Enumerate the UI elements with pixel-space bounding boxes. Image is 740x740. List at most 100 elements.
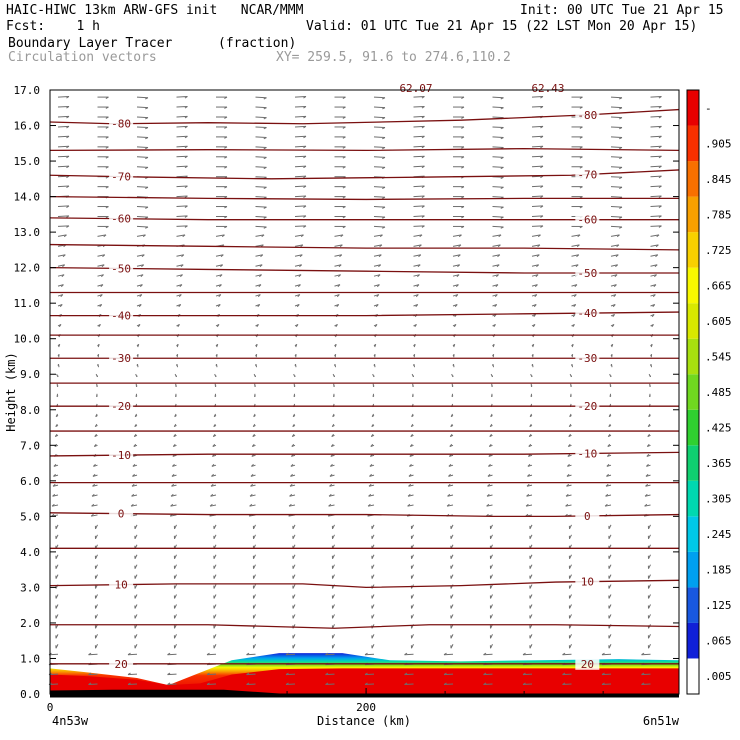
circulation-vector [489, 574, 493, 579]
vector-head [292, 413, 296, 417]
vector-head [224, 206, 228, 209]
vector-shaft [136, 206, 149, 208]
vector-head [461, 196, 465, 199]
colorbar-swatch [687, 90, 699, 126]
circulation-vector [97, 304, 103, 308]
vector-shaft [136, 225, 149, 228]
circulation-vector [641, 652, 651, 656]
vector-head [300, 234, 304, 238]
vector-head [410, 433, 413, 437]
circulation-vector [373, 156, 386, 160]
vector-head [246, 652, 250, 656]
vector-head [145, 216, 149, 219]
vector-head [493, 314, 497, 318]
circulation-vector [331, 524, 335, 530]
vector-head [379, 234, 383, 238]
vector-head [303, 145, 307, 149]
vector-head [206, 652, 210, 656]
vector-head [525, 503, 529, 507]
colorbar-frame [686, 89, 700, 695]
vector-shaft [373, 126, 386, 129]
vector-head [99, 304, 103, 308]
vector-head [415, 294, 419, 298]
circulation-vector [94, 423, 98, 428]
circulation-vector [292, 524, 296, 530]
circulation-vector [571, 264, 579, 268]
vector-head [180, 274, 183, 278]
vector-head [497, 254, 501, 258]
vector-head [376, 294, 380, 298]
circulation-vector [206, 652, 217, 656]
colorbar-swatch [687, 303, 699, 339]
vector-head [251, 443, 255, 447]
circulation-vector [92, 473, 98, 477]
circulation-vector [334, 284, 341, 288]
circulation-vector [53, 463, 59, 467]
vector-head [646, 443, 650, 447]
vector-head [417, 264, 421, 268]
vector-shaft [255, 264, 263, 267]
circulation-vector [486, 493, 493, 497]
circulation-vector [94, 433, 98, 438]
circulation-vector [331, 614, 335, 619]
vector-shaft [413, 145, 425, 148]
vector-shaft [294, 165, 307, 168]
circulation-vector [328, 493, 335, 497]
vector-shaft [215, 264, 223, 267]
vector-head [497, 244, 501, 248]
contour-label-bg [109, 117, 134, 130]
vector-head [646, 453, 650, 457]
circulation-vector [252, 574, 256, 579]
circulation-vector [53, 473, 59, 477]
vector-head [613, 294, 617, 298]
vector-head [540, 195, 544, 198]
vector-head [255, 344, 258, 348]
vector-shaft [641, 673, 651, 676]
vector-head [216, 324, 220, 328]
vector-head [135, 373, 138, 378]
vector-shaft [294, 195, 307, 198]
vector-head [342, 186, 346, 189]
vector-shaft [373, 116, 386, 119]
vector-head [62, 254, 66, 258]
circulation-vector [451, 393, 454, 398]
circulation-vector [373, 234, 383, 238]
vector-head [658, 175, 662, 179]
circulation-vector [136, 264, 145, 268]
y-tick-label: 9.0 [20, 368, 40, 381]
circulation-vector [410, 634, 414, 639]
circulation-vector [566, 473, 572, 477]
vector-shaft [492, 156, 504, 158]
vector-shaft [255, 234, 265, 237]
vector-shaft [413, 244, 422, 247]
vector-shaft [650, 155, 662, 158]
vector-head [453, 324, 457, 328]
vector-shaft [373, 196, 386, 198]
circulation-vector [176, 185, 188, 189]
vector-head [608, 423, 611, 427]
vector-head [303, 215, 307, 218]
vector-head [651, 314, 655, 318]
vector-shaft [413, 254, 421, 257]
vector-head [421, 205, 425, 208]
circulation-vector [410, 604, 414, 609]
vector-head [606, 453, 610, 457]
vector-head [368, 483, 372, 487]
vector-head [537, 244, 541, 248]
vector-head [212, 433, 216, 437]
y-tick-label: 10.0 [14, 333, 41, 346]
vector-shaft [522, 683, 533, 686]
vector-shaft [492, 146, 504, 148]
vector-head [486, 503, 490, 507]
vector-head [180, 264, 184, 268]
vector-head [367, 503, 371, 507]
vector-head [329, 483, 333, 487]
circulation-vector [526, 483, 533, 487]
vector-head [443, 672, 447, 676]
vector-shaft [176, 215, 188, 217]
circulation-vector [649, 383, 651, 388]
circulation-vector [255, 106, 267, 110]
circulation-vector [608, 423, 612, 428]
vector-head [608, 413, 612, 417]
circulation-vector [413, 323, 417, 328]
